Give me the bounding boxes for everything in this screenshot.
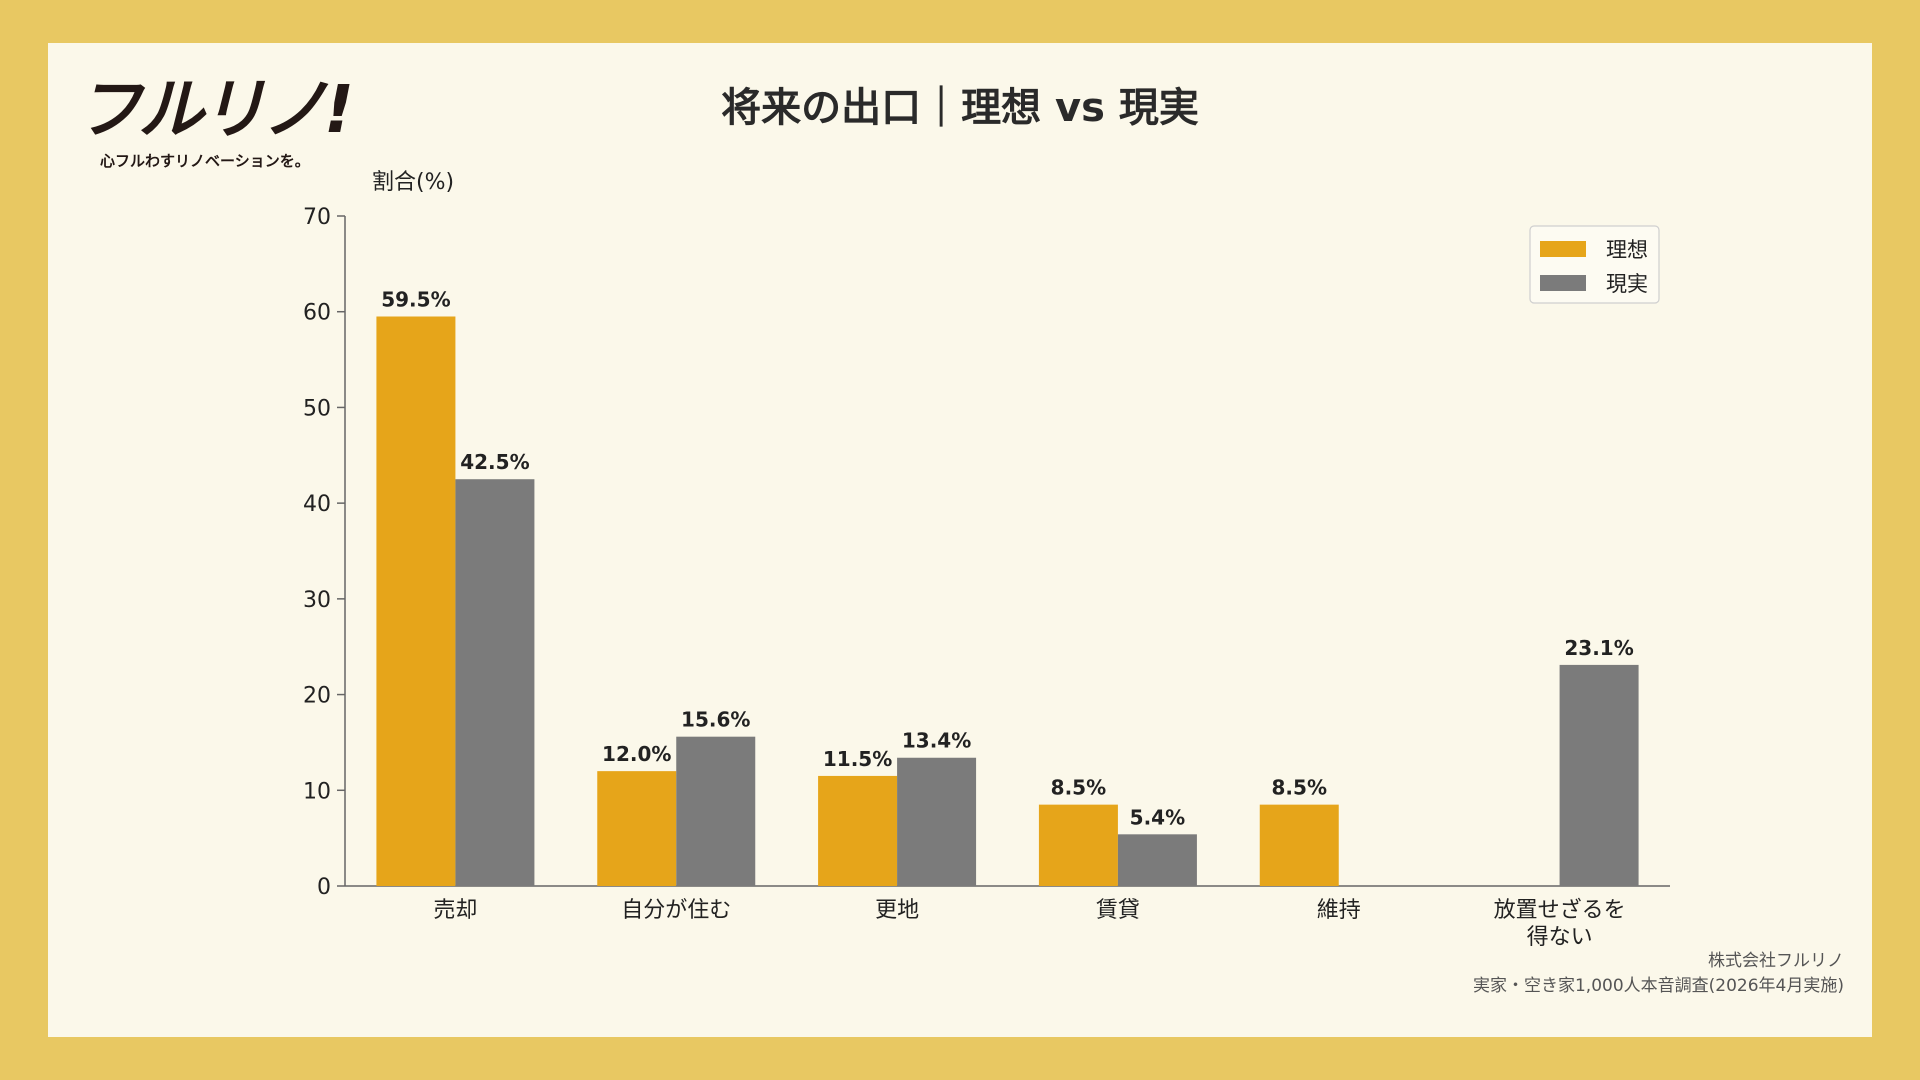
bar-value-label: 13.4%	[902, 729, 971, 753]
bar-reality	[1117, 834, 1197, 886]
source-note: 株式会社フルリノ 実家・空き家1,000人本音調査(2026年4月実施)	[1473, 949, 1844, 999]
legend-swatch	[1540, 241, 1586, 257]
y-tick-label: 10	[303, 779, 331, 804]
bar-value-label: 15.6%	[681, 708, 750, 732]
bar-ideal	[1259, 804, 1339, 886]
bar-value-label: 5.4%	[1130, 805, 1185, 829]
x-tick-label: 売却	[433, 898, 477, 923]
y-tick-label: 30	[303, 588, 331, 613]
legend-swatch	[1540, 275, 1586, 291]
bar-value-label: 42.5%	[460, 450, 529, 474]
bar-reality	[897, 757, 977, 886]
x-tick-label: 放置せざるを	[1494, 897, 1626, 923]
y-axis-label: 割合(%)	[372, 170, 454, 195]
bar-value-label: 23.1%	[1564, 636, 1633, 660]
bar-reality	[455, 479, 535, 886]
logo-tagline: 心フルわすリノベーションを。	[100, 152, 310, 170]
y-tick-label: 50	[303, 396, 331, 421]
bar-ideal	[818, 775, 898, 886]
bar-value-label: 8.5%	[1051, 776, 1106, 800]
legend-label: 現実	[1606, 272, 1648, 296]
y-tick-label: 70	[303, 205, 331, 230]
x-tick-label: 更地	[875, 898, 919, 923]
y-tick-label: 40	[303, 492, 331, 517]
bar-value-label: 11.5%	[823, 747, 892, 771]
x-tick-label: 自分が住む	[621, 898, 731, 923]
y-tick-label: 20	[303, 684, 331, 709]
bar-value-label: 12.0%	[602, 742, 671, 766]
y-tick-label: 60	[303, 301, 331, 326]
y-tick-label: 0	[317, 875, 331, 900]
bar-ideal	[1038, 804, 1118, 886]
logo-wordmark: フルリノ!	[76, 71, 354, 148]
brand-logo: フルリノ! 心フルわすリノベーションを。	[76, 74, 354, 174]
chart-title: 将来の出口｜理想 vs 現実	[721, 85, 1199, 131]
source-company: 株式会社フルリノ	[1708, 951, 1844, 971]
bar-ideal	[597, 771, 677, 886]
bar-value-label: 8.5%	[1272, 776, 1327, 800]
bar-ideal	[376, 316, 456, 886]
x-tick-label: 維持	[1317, 898, 1361, 923]
x-tick-label: 得ない	[1527, 925, 1593, 950]
bar-reality	[676, 736, 756, 886]
legend-label: 理想	[1606, 238, 1648, 262]
source-survey: 実家・空き家1,000人本音調査(2026年4月実施)	[1472, 976, 1844, 996]
bar-reality	[1559, 664, 1639, 886]
x-tick-label: 賃貸	[1096, 898, 1140, 923]
bar-value-label: 59.5%	[381, 288, 450, 312]
